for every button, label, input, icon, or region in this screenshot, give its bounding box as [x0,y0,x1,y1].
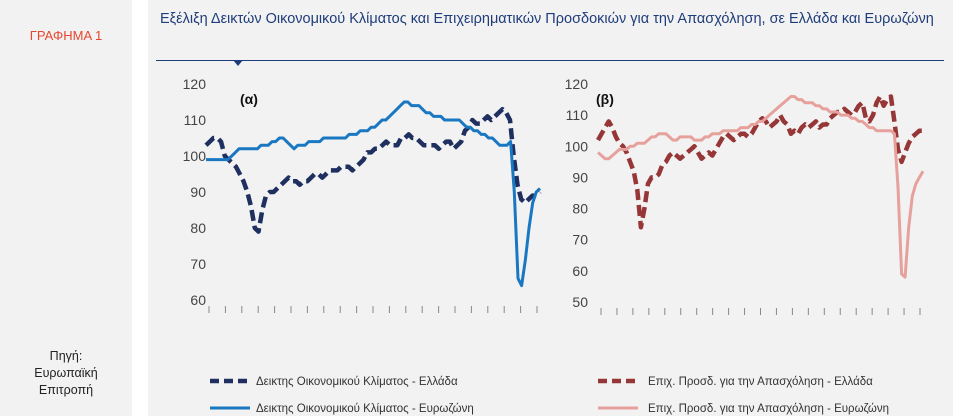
panel-label: (α) [240,91,258,107]
figure-label: ΓΡΑΦΗΜΑ 1 [29,28,103,43]
y-tick-label: 100 [183,148,207,164]
y-tick-label: 110 [566,107,589,123]
y-tick-label: 120 [565,76,589,92]
y-tick-label: 90 [190,184,206,200]
y-tick-label: 100 [565,138,589,154]
title-rule [156,60,944,61]
legend-label: Δεικτης Οικονομικού Κλίματος - Ελλάδα [256,376,458,388]
series-line [204,106,542,234]
y-tick-label: 110 [184,112,207,128]
y-tick-label: 80 [190,220,206,236]
series-line [206,100,542,288]
series-line [597,95,925,279]
legend-label: Δεικτης Οικονομικού Κλίματος - Ευρωζώνη [256,403,474,415]
left-column: ΓΡΑΦΗΜΑ 1 Πηγή: Ευρωπαϊκή Επιτροπή [0,0,132,416]
series-line [596,94,923,230]
y-tick-label: 60 [190,292,206,308]
panel-label: (β) [596,91,614,107]
title-notch [233,60,243,66]
y-tick-label: 70 [190,256,206,272]
y-tick-label: 70 [572,232,588,248]
y-tick-label: 80 [572,201,588,217]
y-tick-label: 90 [572,169,588,185]
source-line: Ευρωπαϊκή [34,366,98,380]
y-tick-label: 60 [572,263,588,279]
source-line: Πηγή: [49,349,83,363]
chart-area: Εξέλιξη Δεικτών Οικονομικού Κλίματος και… [148,0,953,416]
y-tick-label: 120 [183,76,207,92]
charts-svg: 60 70 80 90 100 110 120 (α) Δεικτης Οικονομικού … [183,76,925,415]
legend-label: Επιχ. Προσδ. για την Απασχόληση - Ευρωζώ… [648,403,889,415]
chart-title: Εξέλιξη Δεικτών Οικονομικού Κλίματος και… [160,11,934,27]
y-tick-label: 50 [572,294,588,310]
legend-label: Επιχ. Προσδ. για την Απασχόληση - Ελλάδα [648,376,873,388]
source-line: Επιτροπή [38,383,94,397]
source-note: Πηγή: Ευρωπαϊκή Επιτροπή [0,348,132,399]
